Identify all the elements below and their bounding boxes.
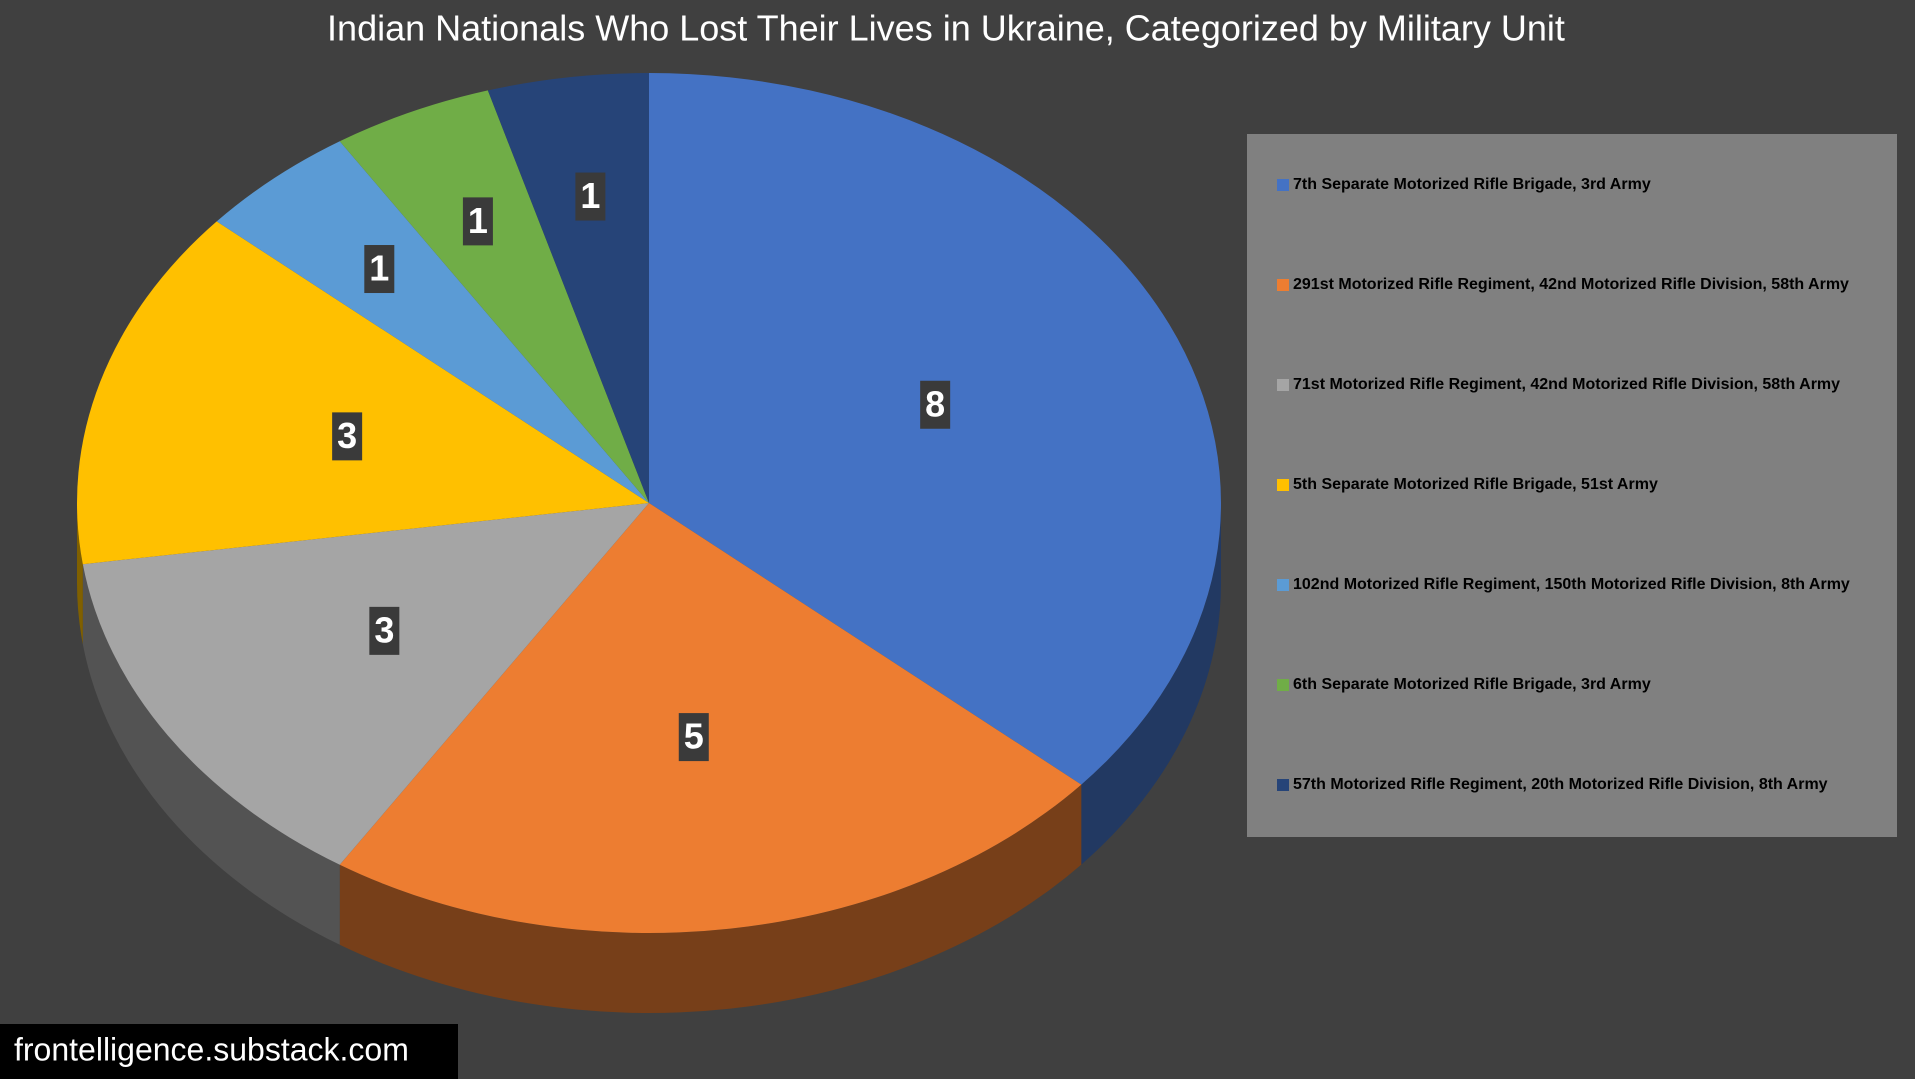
slice-side (339, 784, 1082, 1013)
slice (76, 221, 649, 565)
data-label: 1 (580, 175, 600, 216)
watermark: frontelligence.substack.com (14, 1031, 409, 1067)
data-label: 3 (337, 415, 357, 456)
chart-title: Indian Nationals Who Lost Their Lives in… (327, 8, 1565, 49)
legend-marker (1277, 679, 1289, 691)
legend-marker (1277, 579, 1289, 591)
data-label-box (920, 380, 951, 429)
legend-label: 102nd Motorized Rifle Regiment, 150th Mo… (1293, 576, 1850, 593)
legend-marker (1277, 479, 1289, 491)
data-label-box (462, 197, 493, 246)
slice (487, 73, 649, 503)
data-label: 1 (468, 200, 488, 241)
legend-box (1247, 134, 1897, 837)
slice-side (77, 503, 83, 645)
watermark-box (0, 1024, 458, 1079)
legend-label: 71st Motorized Rifle Regiment, 42nd Moto… (1293, 376, 1840, 393)
legend-marker (1277, 279, 1289, 291)
data-label: 8 (925, 383, 945, 424)
legend-label: 6th Separate Motorized Rifle Brigade, 3r… (1293, 676, 1651, 693)
slice (82, 503, 649, 865)
data-label: 3 (374, 609, 394, 650)
legend-marker (1277, 779, 1289, 791)
data-label: 1 (369, 248, 389, 289)
legend-label: 5th Separate Motorized Rifle Brigade, 51… (1293, 476, 1658, 493)
legend-marker (1277, 179, 1289, 191)
data-label-box (332, 412, 363, 461)
legend-label: 291st Motorized Rifle Regiment, 42nd Mot… (1293, 276, 1849, 293)
legend-marker (1277, 379, 1289, 391)
slice (216, 141, 649, 503)
slice-side (1081, 503, 1221, 865)
legend-label: 7th Separate Motorized Rifle Brigade, 3r… (1293, 176, 1651, 193)
slice-side (82, 564, 340, 945)
data-label-box (678, 713, 709, 762)
data-label-box (575, 172, 606, 221)
slice (339, 90, 649, 503)
slice (339, 503, 1082, 933)
data-label-box (369, 606, 400, 655)
slice (649, 73, 1221, 785)
legend-label: 57th Motorized Rifle Regiment, 20th Moto… (1293, 776, 1828, 793)
data-label-box (364, 245, 395, 294)
data-label: 5 (684, 716, 704, 757)
